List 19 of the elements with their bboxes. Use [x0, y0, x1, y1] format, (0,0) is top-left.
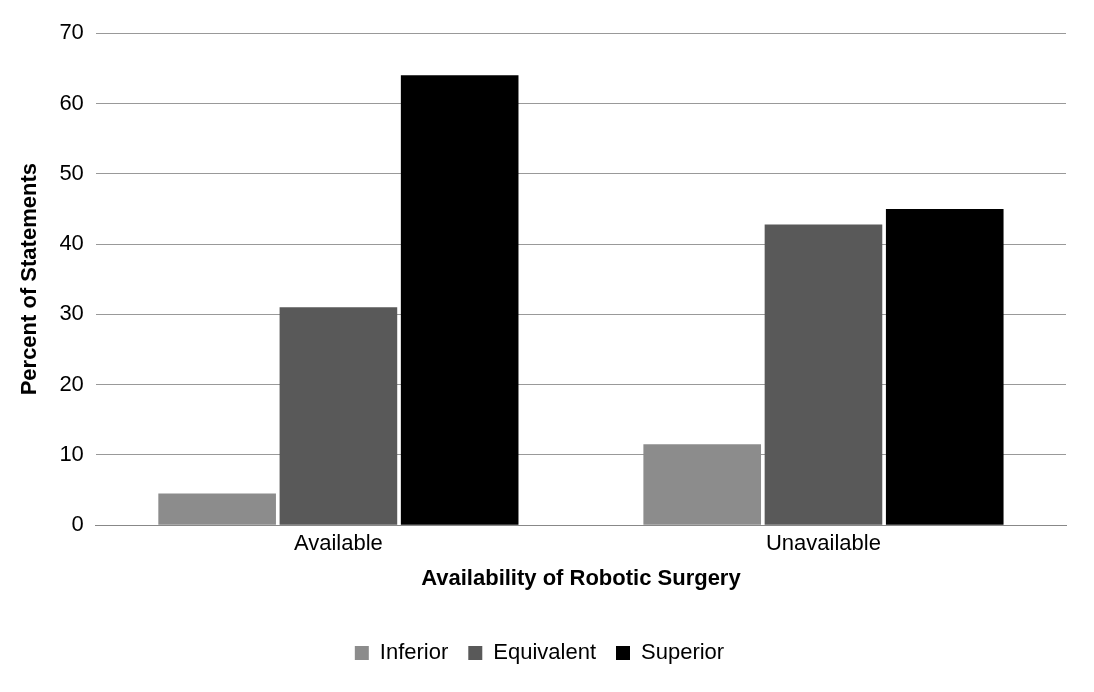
bar — [764, 224, 883, 525]
y-tick-label: 70 — [59, 19, 84, 45]
bar — [400, 75, 519, 525]
y-tick-label: 60 — [59, 89, 84, 115]
y-tick-label: 50 — [59, 159, 84, 185]
y-tick-label: 0 — [71, 511, 84, 537]
bar — [885, 208, 1004, 525]
legend-label: Equivalent — [493, 639, 597, 665]
legend-label: Superior — [641, 639, 725, 665]
x-tick-label: Available — [293, 530, 383, 556]
legend-label: Inferior — [379, 639, 449, 665]
y-axis-title: Percent of Statements — [16, 163, 42, 396]
x-axis-title: Availability of Robotic Surgery — [421, 564, 742, 590]
y-tick-label: 20 — [59, 370, 84, 396]
x-tick-label: Unavailable — [765, 530, 881, 556]
y-tick-label: 10 — [59, 440, 84, 466]
bar — [279, 307, 398, 525]
y-tick-label: 30 — [59, 300, 84, 326]
y-tick-label: 40 — [59, 230, 84, 256]
